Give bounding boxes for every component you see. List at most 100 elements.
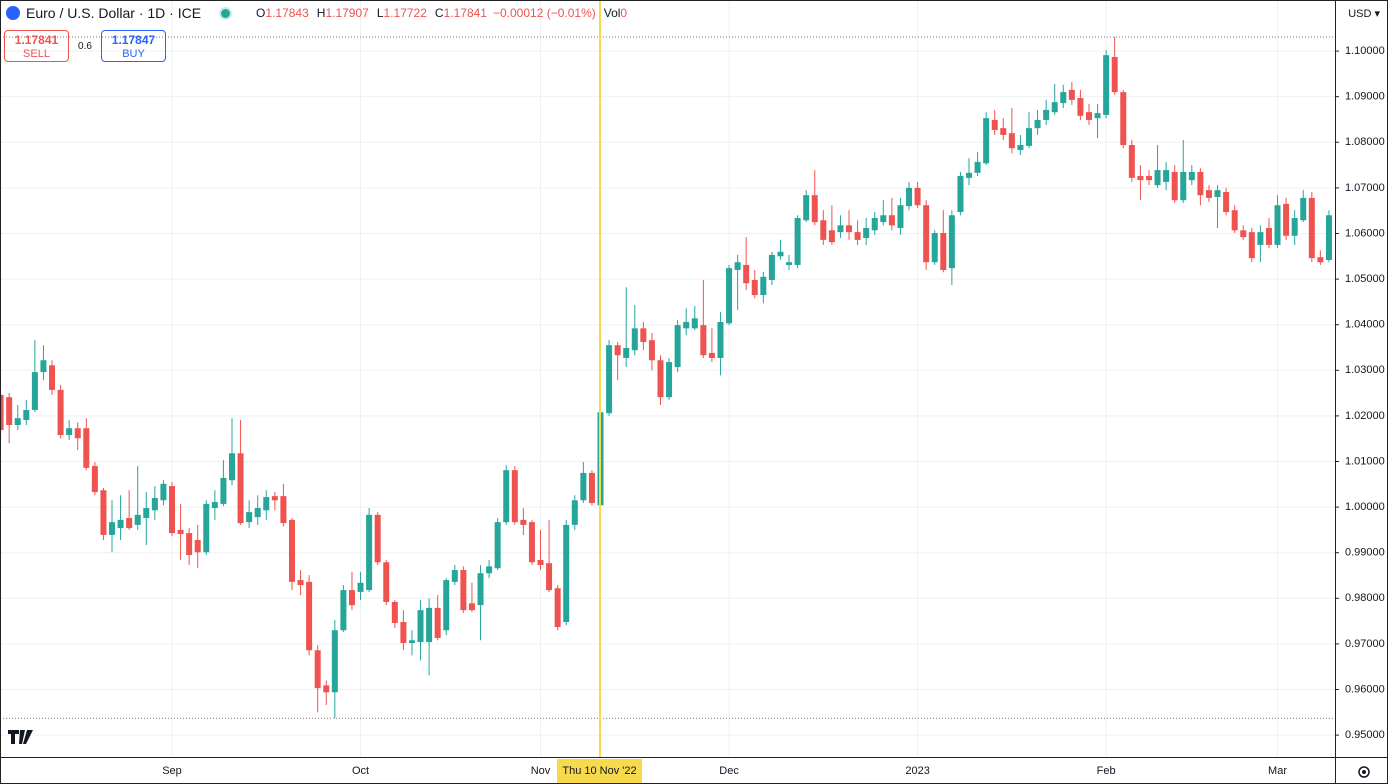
candle-body [1120, 92, 1127, 146]
y-tick-label: 1.04000 [1345, 319, 1385, 331]
candle-body [966, 172, 973, 178]
candle-body [340, 590, 347, 631]
candle-body [468, 603, 475, 611]
header: Euro / U.S. Dollar · 1D · ICE O1.17843 H1… [6, 5, 627, 21]
candle-body [906, 187, 913, 207]
candle-body [854, 232, 861, 240]
candle-body [1214, 190, 1221, 198]
spread: 0.6 [78, 40, 92, 52]
candle-body [588, 472, 595, 503]
candle-body [1008, 133, 1015, 149]
symbol-title[interactable]: Euro / U.S. Dollar · 1D · ICE [26, 5, 202, 21]
ohlc-value: 1.17907 [325, 6, 369, 20]
candle-body [1205, 190, 1212, 198]
ohlc-key: O [256, 6, 266, 20]
candle-body [1171, 171, 1178, 201]
candle-body [366, 514, 373, 591]
candle-body [66, 428, 73, 436]
candle-body [83, 428, 90, 468]
buy-price: 1.17847 [111, 33, 156, 47]
candle-body [1231, 210, 1238, 231]
candle-body [1180, 171, 1187, 201]
candle-body [288, 519, 295, 582]
candle-body [520, 519, 527, 525]
candle-body [503, 470, 510, 523]
buy-button[interactable]: 1.17847 BUY [101, 30, 166, 62]
x-tick-label: Dec [719, 765, 739, 777]
candle-body [734, 262, 741, 270]
candle-body [657, 360, 664, 398]
candle-body [974, 161, 981, 173]
candle-body [1317, 257, 1324, 263]
y-tick-label: 0.95000 [1345, 729, 1385, 741]
candle-body [40, 360, 47, 373]
candle-body [914, 187, 921, 206]
candle-body [580, 472, 587, 501]
candle-body [511, 470, 518, 523]
candle-body [760, 276, 767, 296]
y-tick-label: 0.99000 [1345, 547, 1385, 559]
candle-body [169, 486, 175, 534]
candle-body [786, 262, 793, 265]
market-status [219, 6, 233, 20]
candle-body [1154, 170, 1161, 186]
settings-icon[interactable] [1358, 766, 1370, 778]
y-tick-label: 1.02000 [1345, 410, 1385, 422]
candle-body [417, 610, 424, 643]
candle-body [897, 205, 904, 229]
candle-body [743, 264, 750, 284]
ohlc-key: C [434, 6, 444, 20]
candle-body [1300, 197, 1307, 221]
candle-body [323, 685, 330, 693]
candle-body [991, 119, 998, 130]
y-tick-label: 1.00000 [1345, 501, 1385, 513]
candle-body [74, 428, 81, 439]
candle-body [1283, 203, 1290, 236]
volume-key: Vol [603, 6, 621, 20]
x-tick-label: Mar [1268, 765, 1287, 777]
candle-body [109, 522, 116, 535]
x-tick-label: Feb [1097, 765, 1116, 777]
candle-body [837, 225, 844, 233]
candle-body [374, 514, 381, 563]
candle-body [408, 640, 415, 643]
candle-body [546, 563, 553, 591]
candle-body [1137, 176, 1144, 181]
trade-panel: 1.17841 SELL 0.6 1.17847 BUY [4, 30, 166, 62]
candle-body [211, 502, 218, 509]
candle-body [177, 529, 184, 535]
candle-body [126, 518, 133, 529]
x-tick-label: Sep [162, 765, 182, 777]
candle-body [983, 118, 990, 164]
candle-body [486, 566, 493, 574]
candle-body [631, 328, 638, 351]
candle-body [254, 508, 261, 518]
candle-body [1043, 109, 1050, 120]
candle-body [1308, 197, 1315, 259]
candle-body [306, 581, 313, 651]
candle-body [6, 397, 13, 426]
y-tick-label: 0.98000 [1345, 592, 1385, 604]
y-tick-label: 1.08000 [1345, 136, 1385, 148]
candle-body [751, 279, 758, 296]
candle-body [777, 251, 784, 257]
candle-body [537, 559, 544, 566]
candle-body [1325, 215, 1332, 260]
candle-body [194, 539, 201, 553]
x-tick-label: Oct [352, 765, 369, 777]
candle-body [820, 220, 827, 240]
candle-body [666, 362, 673, 398]
candle-body [100, 490, 107, 535]
candle-body [726, 268, 733, 324]
candle-body [357, 582, 364, 592]
currency-select[interactable]: USD ▾ [1348, 8, 1380, 20]
sell-button[interactable]: 1.17841 SELL [4, 30, 69, 62]
candle-body [383, 562, 390, 602]
candle-body [151, 497, 158, 511]
ohlc-value: 1.17841 [443, 6, 487, 20]
candle-body [1051, 102, 1058, 113]
buy-label: BUY [122, 48, 145, 60]
